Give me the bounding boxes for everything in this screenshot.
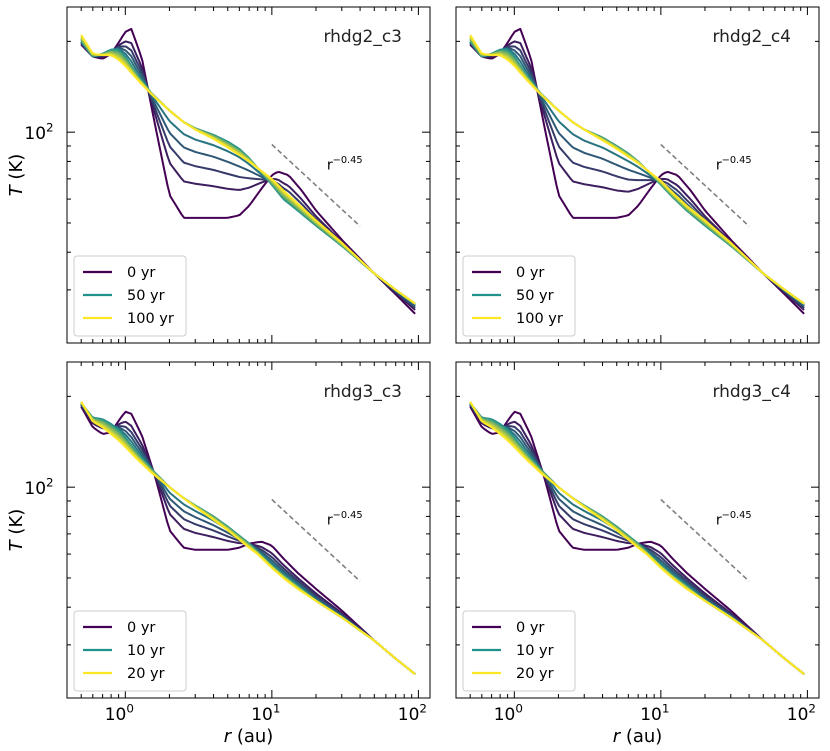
legend-box	[73, 255, 187, 337]
plot-frame	[455, 361, 820, 699]
legend-label: 50 yr	[127, 288, 165, 304]
slope-guide-line	[660, 498, 750, 582]
y-tick-label: 102	[24, 476, 53, 500]
series-line-10	[80, 401, 416, 675]
legend-label: 100 yr	[127, 311, 174, 327]
panel-title: rhdg2_c3	[323, 27, 402, 47]
series-group	[80, 27, 416, 315]
slope-guide-line	[271, 498, 361, 582]
series-line-10	[469, 34, 805, 305]
x-tick-label: 100	[105, 701, 134, 725]
x-tick-label: 101	[251, 701, 280, 725]
slope-guide-label: r−0.45	[327, 510, 363, 528]
legend-label: 0 yr	[127, 265, 155, 281]
x-axis-label: r (au)	[224, 726, 274, 747]
panel-rhdg3-c3: r−0.45 100 101 102 r (au) 102 T (K) rhdg3_c3 0 y…	[6, 361, 431, 747]
series-line-10	[80, 34, 416, 305]
panel-title: rhdg3_c3	[323, 382, 402, 402]
legend-label: 50 yr	[516, 288, 554, 304]
x-tick-label: 100	[494, 701, 523, 725]
panel-title: rhdg3_c4	[712, 382, 791, 402]
legend-label: 0 yr	[516, 620, 544, 636]
legend-label: 0 yr	[127, 620, 155, 636]
legend-box	[462, 610, 576, 692]
y-tick-label: 102	[24, 121, 53, 145]
series-group	[469, 27, 805, 315]
legend-label: 10 yr	[516, 643, 554, 659]
legend-label: 20 yr	[127, 666, 165, 682]
x-tick-label: 102	[787, 701, 816, 725]
legend-box	[73, 610, 187, 692]
x-tick-label: 102	[398, 701, 427, 725]
panel-rhdg2-c3: r−0.45 102 T (K) rhdg2_c3 0 yr 50 yr 100 yr	[6, 6, 431, 344]
plot-frame	[66, 6, 431, 344]
series-group	[469, 401, 805, 675]
panel-title: rhdg2_c4	[712, 27, 791, 47]
plot-frame	[455, 6, 820, 344]
slope-guide-label: r−0.45	[716, 155, 752, 173]
legend-label: 100 yr	[516, 311, 563, 327]
legend-label: 10 yr	[127, 643, 165, 659]
slope-guide-label: r−0.45	[327, 155, 363, 173]
plot-frame	[66, 361, 431, 699]
slope-guide-line	[271, 143, 361, 227]
slope-guide-label: r−0.45	[716, 510, 752, 528]
series-line-10	[469, 401, 805, 675]
y-axis-label: T (K)	[6, 154, 27, 197]
series-group	[80, 401, 416, 675]
panel-rhdg3-c4: r−0.45 100 101 102 r (au) rhdg3_c4 0 yr 10 yr 20…	[455, 361, 820, 747]
y-axis-label: T (K)	[6, 509, 27, 552]
legend-box	[462, 255, 576, 337]
legend-label: 0 yr	[516, 265, 544, 281]
panel-rhdg2-c4: r−0.45 rhdg2_c4 0 yr 50 yr 100 yr	[455, 6, 820, 344]
slope-guide-line	[660, 143, 750, 227]
x-axis-label: r (au)	[613, 726, 663, 747]
legend-label: 20 yr	[516, 666, 554, 682]
x-tick-label: 101	[640, 701, 669, 725]
